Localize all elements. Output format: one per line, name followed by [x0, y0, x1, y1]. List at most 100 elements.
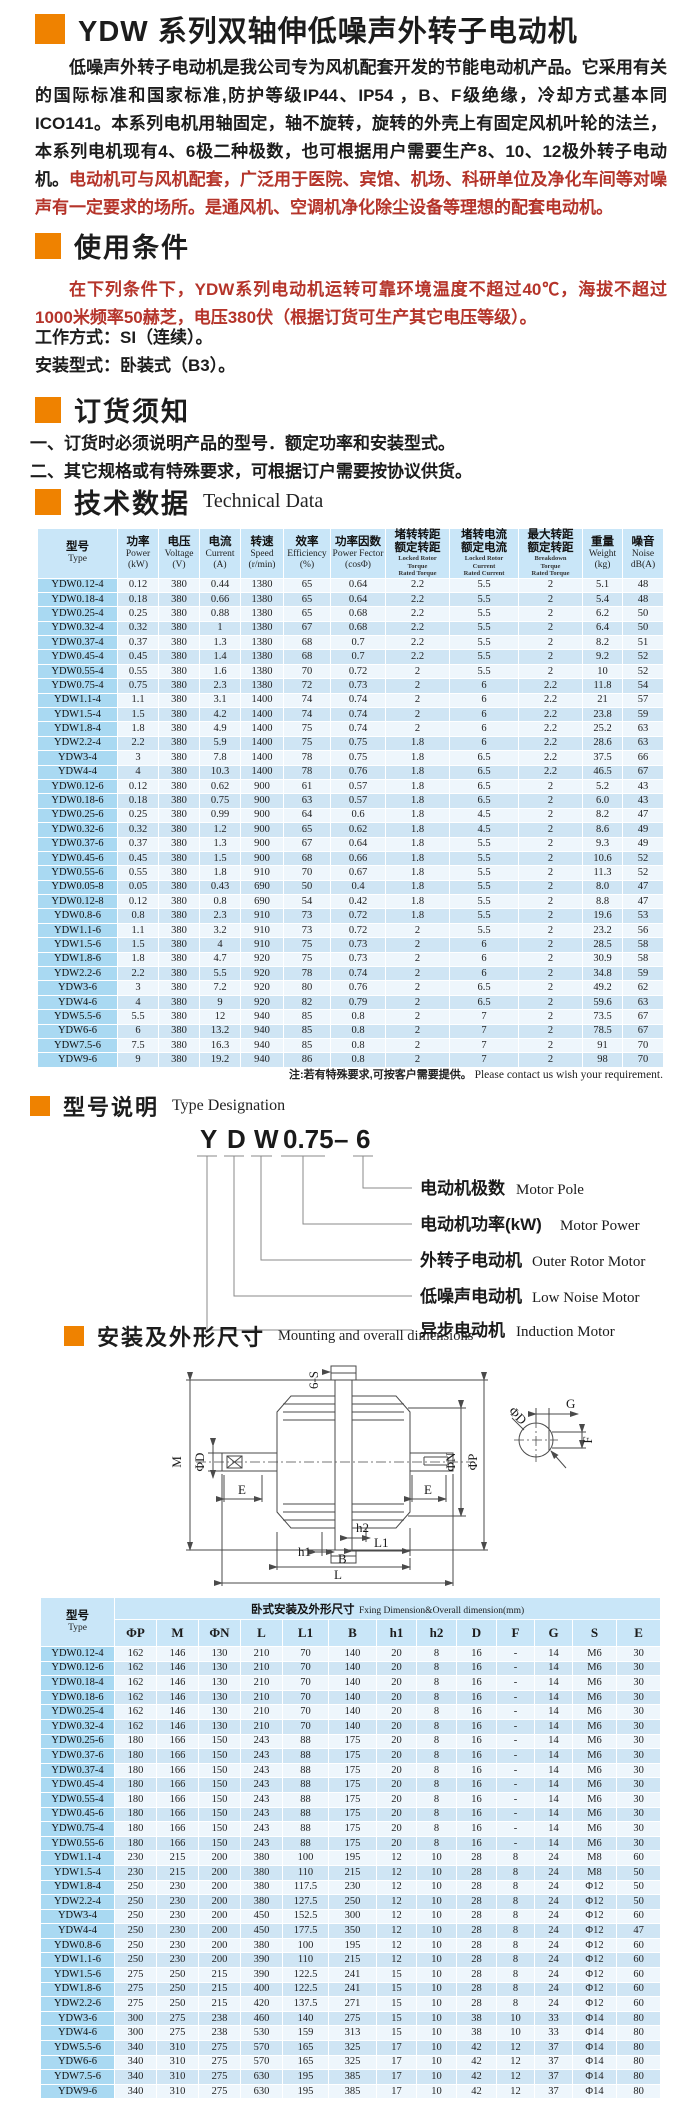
- value-cell: 2: [518, 908, 583, 924]
- value-cell: 49: [622, 822, 664, 838]
- value-cell: M6: [572, 1821, 617, 1837]
- value-cell: 900: [240, 793, 284, 809]
- value-cell: 241: [328, 1981, 377, 1998]
- value-cell: 110: [282, 1952, 329, 1969]
- usage-duty-line: 工作方式：SI（连续）。: [35, 328, 213, 347]
- value-cell: 10.6: [582, 850, 623, 867]
- value-cell: 380: [240, 1937, 283, 1954]
- value-cell: 30: [615, 1777, 662, 1793]
- column-header-line: Rated Current: [463, 570, 505, 577]
- value-cell: 2: [518, 1023, 583, 1040]
- value-cell: 162: [114, 1689, 157, 1706]
- value-cell: 50: [615, 1864, 662, 1881]
- value-cell: 140: [282, 2010, 329, 2027]
- value-cell: 6.2: [582, 606, 623, 622]
- value-cell: 38: [456, 2010, 497, 2027]
- value-cell: 30: [615, 1835, 662, 1852]
- model-cell: YDW1.8-4: [37, 721, 118, 737]
- column-header: h2: [416, 1619, 457, 1647]
- value-cell: 0.12: [117, 577, 159, 593]
- table-row: YDW4-6 4 380 9 920 82 0.79 2 6.5 2 59.6 63: [37, 994, 664, 1011]
- table-row: YDW0.12-8 0.12 380 0.8 690 54 0.42 1.8 5.5 2 8.8 47: [37, 894, 664, 910]
- column-header-line: 电流: [208, 535, 232, 548]
- column-header-line: (r/min): [248, 559, 276, 570]
- value-cell: 200: [198, 1908, 241, 1925]
- value-cell: 117.5: [282, 1879, 329, 1896]
- value-cell: 8.6: [582, 822, 623, 838]
- value-cell: 380: [158, 764, 200, 780]
- value-cell: 15: [376, 2025, 417, 2042]
- value-cell: 70: [283, 663, 331, 680]
- value-cell: 8: [416, 1762, 457, 1779]
- model-cell: YDW0.75-4: [40, 1821, 115, 1837]
- value-cell: 50: [615, 1894, 662, 1910]
- value-cell: 52: [622, 649, 664, 665]
- value-cell: -: [496, 1806, 535, 1823]
- value-cell: 10: [416, 1937, 457, 1954]
- value-cell: 5.5: [449, 577, 519, 593]
- value-cell: 215: [328, 1864, 377, 1881]
- value-cell: 243: [240, 1821, 283, 1837]
- model-cell: YDW5.5-6: [40, 2040, 115, 2056]
- value-cell: 8: [496, 1952, 535, 1969]
- value-cell: 4.7: [199, 951, 241, 968]
- value-cell: 275: [114, 1996, 157, 2012]
- value-cell: 8.8: [582, 894, 623, 910]
- value-cell: 2: [385, 692, 450, 709]
- value-cell: 54: [622, 678, 664, 694]
- value-cell: 100: [282, 1937, 329, 1954]
- value-cell: 130: [198, 1718, 241, 1735]
- value-cell: 2: [518, 606, 583, 622]
- value-cell: 0.74: [330, 721, 386, 737]
- value-cell: 215: [198, 1996, 241, 2012]
- value-cell: 2: [385, 922, 450, 939]
- value-cell: M6: [572, 1689, 617, 1706]
- value-cell: 210: [240, 1675, 283, 1691]
- value-cell: 67: [622, 1023, 664, 1040]
- value-cell: 20: [376, 1704, 417, 1720]
- value-cell: 0.55: [117, 865, 159, 881]
- value-cell: 2: [385, 980, 450, 996]
- value-cell: 380: [158, 606, 200, 622]
- column-header-line: Current: [472, 562, 496, 570]
- value-cell: 180: [114, 1762, 157, 1779]
- value-cell: 24: [534, 1864, 573, 1881]
- value-cell: 146: [156, 1660, 199, 1677]
- value-cell: 12: [376, 1908, 417, 1925]
- value-cell: 10: [416, 2025, 457, 2042]
- model-cell: YDW0.55-6: [37, 865, 118, 881]
- usage-heading-row: 使用条件: [35, 226, 190, 265]
- value-cell: 275: [114, 1967, 157, 1983]
- value-cell: 380: [158, 980, 200, 996]
- label-motor-pole-en: Motor Pole: [516, 1182, 584, 1198]
- model-cell: YDW0.8-6: [40, 1937, 115, 1954]
- table-row: YDW1.1-6 1.1 380 3.2 910 73 0.72 2 5.5 2 23.2 56: [37, 922, 664, 939]
- model-cell: YDW3-6: [40, 2010, 115, 2027]
- value-cell: 6.4: [582, 620, 623, 637]
- value-cell: 210: [240, 1718, 283, 1735]
- value-cell: 74: [283, 707, 331, 723]
- value-cell: 0.18: [117, 591, 159, 608]
- value-cell: 0.68: [330, 606, 386, 622]
- value-cell: 48: [622, 577, 664, 593]
- value-cell: 60: [615, 1981, 662, 1998]
- value-cell: 10.3: [199, 764, 241, 780]
- value-cell: Φ14: [572, 2010, 617, 2027]
- value-cell: 2.2: [518, 750, 583, 766]
- value-cell: 49: [622, 836, 664, 852]
- column-header-line: Weight: [588, 548, 617, 559]
- dim-label-m: M: [169, 1456, 184, 1468]
- value-cell: M6: [572, 1660, 617, 1677]
- code-part-d: D: [227, 1124, 246, 1154]
- column-header-line: Rated Torque: [398, 570, 437, 577]
- value-cell: M6: [572, 1733, 617, 1750]
- value-cell: 37: [534, 2083, 573, 2100]
- value-cell: 14: [534, 1791, 573, 1808]
- value-cell: 137.5: [282, 1996, 329, 2012]
- value-cell: 1400: [240, 721, 284, 737]
- value-cell: 7: [449, 1023, 519, 1040]
- value-cell: 80: [615, 2069, 662, 2085]
- value-cell: Φ12: [572, 1981, 617, 1998]
- table-row: YDW7.5-6 7.5 380 16.3 940 85 0.8 2 7 2 91 70: [37, 1037, 664, 1054]
- value-cell: 900: [240, 807, 284, 824]
